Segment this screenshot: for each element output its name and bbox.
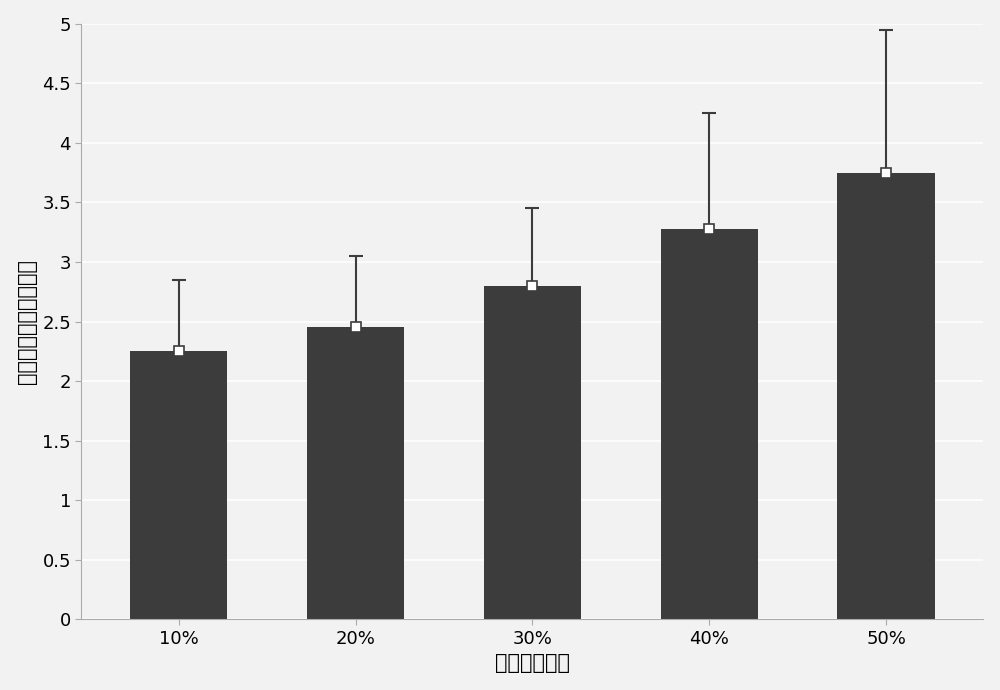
Bar [307, 328, 404, 620]
Bar [837, 172, 935, 620]
Y-axis label: 绝对误差（单位：米）: 绝对误差（单位：米） [17, 259, 37, 384]
Bar [130, 351, 227, 620]
Bar [484, 286, 581, 620]
X-axis label: 链路中断比例: 链路中断比例 [495, 653, 570, 673]
Bar [661, 228, 758, 620]
